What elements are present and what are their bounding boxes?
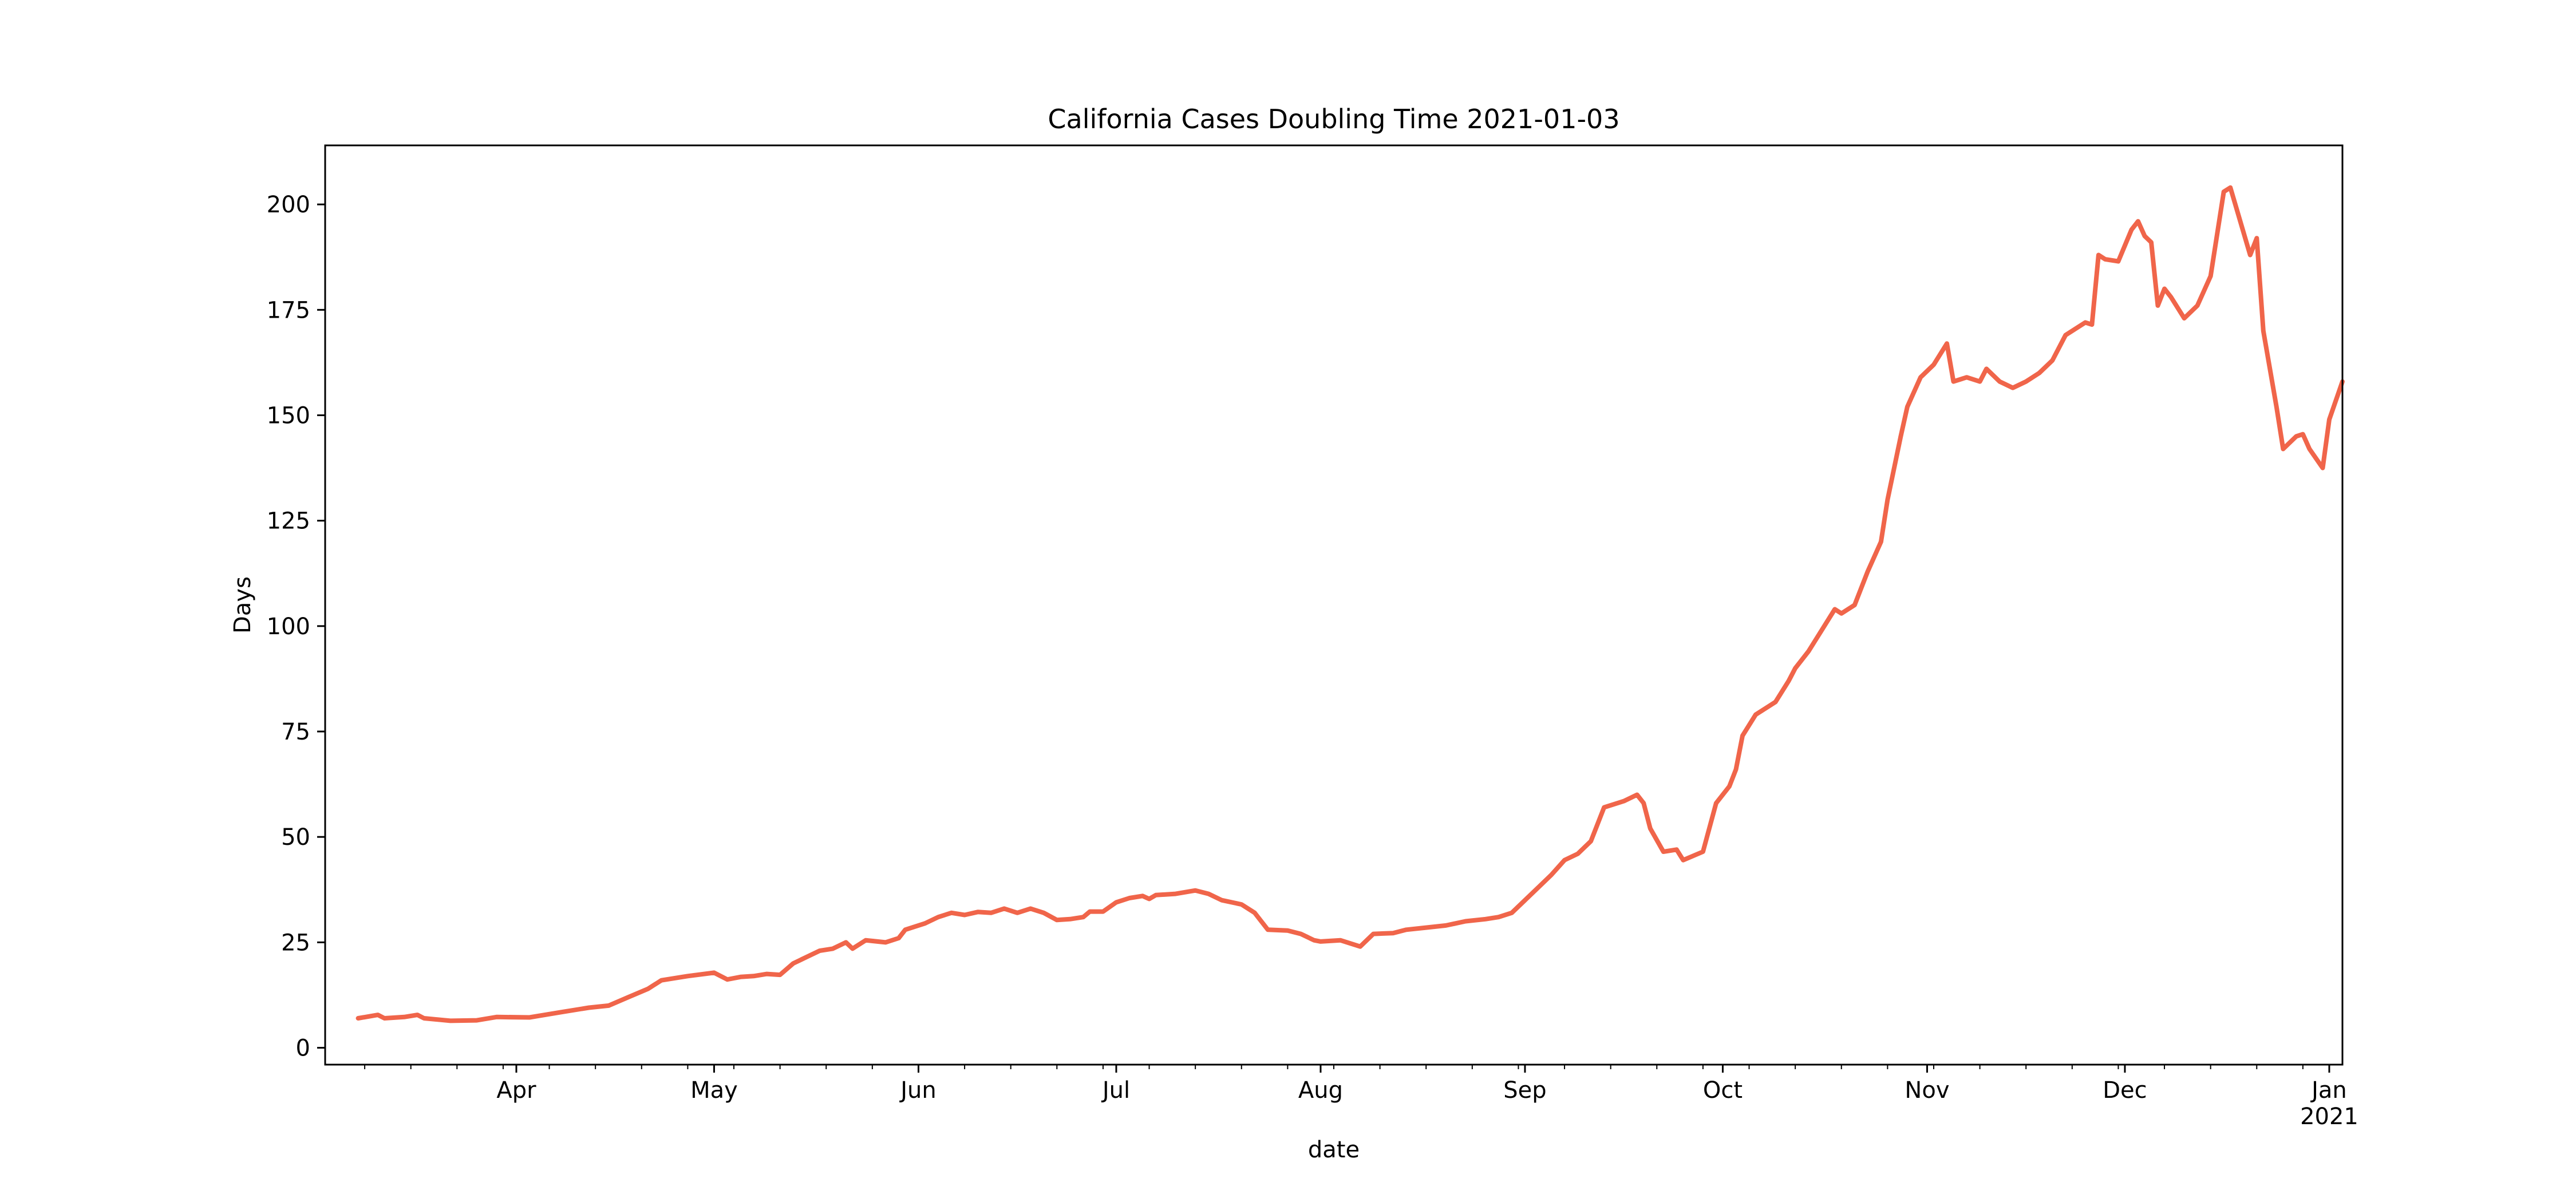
x-tick-label: Dec	[2103, 1077, 2147, 1104]
x-axis-label: date	[1308, 1137, 1360, 1163]
x-tick-year-label: 2021	[2300, 1104, 2358, 1130]
y-tick-label: 0	[296, 1035, 310, 1062]
y-tick-label: 75	[281, 719, 310, 745]
y-tick-label: 100	[267, 614, 310, 640]
chart-title: California Cases Doubling Time 2021-01-0…	[1048, 104, 1619, 135]
y-tick-label: 125	[267, 508, 310, 535]
series-line	[355, 185, 2345, 1023]
y-axis-label: Days	[230, 576, 256, 634]
plot-frame	[324, 144, 2344, 1066]
x-tick-label: Sep	[1503, 1077, 1546, 1104]
x-tick-label: Jan	[2310, 1077, 2347, 1104]
x-tick-label: Jun	[899, 1077, 937, 1104]
x-tick-label: Aug	[1298, 1077, 1343, 1104]
plot-layer	[355, 185, 2345, 1023]
y-tick-label: 150	[267, 402, 310, 429]
y-tick-label: 200	[267, 192, 310, 218]
y-tick-label: 25	[281, 930, 310, 956]
x-tick-label: Jul	[1101, 1077, 1130, 1104]
y-tick-label: 175	[267, 297, 310, 323]
x-tick-label: Oct	[1703, 1077, 1743, 1104]
y-axis: 0 25 50 75 100 125 150 175 200	[267, 192, 325, 1062]
y-tick-label: 50	[281, 824, 310, 851]
x-tick-label: Nov	[1905, 1077, 1949, 1104]
x-tick-label: Apr	[496, 1077, 536, 1104]
x-tick-label: May	[690, 1077, 738, 1104]
